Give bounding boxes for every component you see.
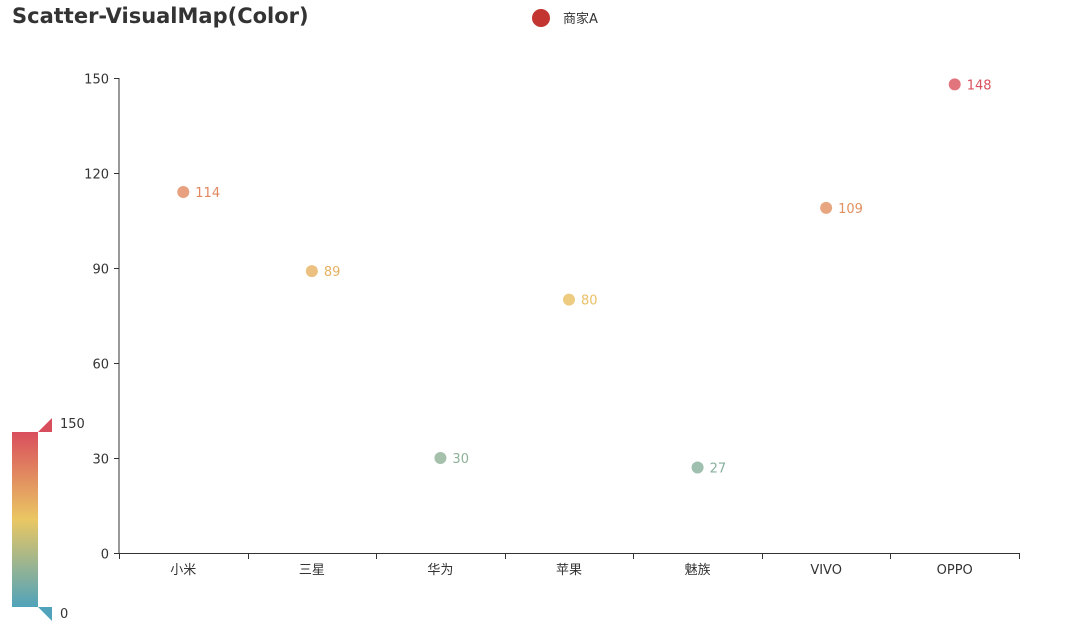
data-label: 109 [838,202,863,217]
legend[interactable]: 商家A [532,8,598,27]
data-label: 80 [581,294,598,309]
visual-map-bar [12,432,38,607]
x-tick-label: 华为 [427,563,453,578]
data-label: 148 [967,78,992,93]
visual-map-max-label: 150 [60,417,85,432]
y-tick-label: 120 [84,168,109,183]
data-label: 27 [710,462,727,477]
x-tick-label: 三星 [299,563,325,578]
x-tick-label: 魅族 [685,562,711,578]
data-label: 114 [195,186,220,201]
scatter-point [434,452,447,464]
scatter-point [948,78,961,91]
y-tick-label: 0 [101,548,109,563]
scatter-point [820,201,833,214]
x-tick-label: 苹果 [556,563,582,578]
visual-map-handle-min [38,607,52,621]
x-tick-label: VIVO [810,563,842,578]
y-tick-label: 30 [92,453,109,468]
legend-marker [532,8,550,27]
data-label: 89 [324,265,341,280]
scatter-point [691,461,704,474]
data-label: 30 [452,452,469,467]
y-tick-label: 60 [92,358,109,373]
scatter-point [305,265,318,278]
y-tick-label: 150 [84,73,109,88]
legend-label-series-a: 商家A [563,12,598,27]
visual-map-handle-max [38,418,52,432]
scatter-point [563,293,575,306]
scatter-point [177,186,190,198]
chart-title: Scatter-VisualMap(Color) [12,4,309,28]
y-tick-label: 90 [92,263,109,278]
x-tick-label: 小米 [170,563,196,578]
x-tick-label: OPPO [937,563,973,578]
visual-map-min-label: 0 [60,607,68,622]
